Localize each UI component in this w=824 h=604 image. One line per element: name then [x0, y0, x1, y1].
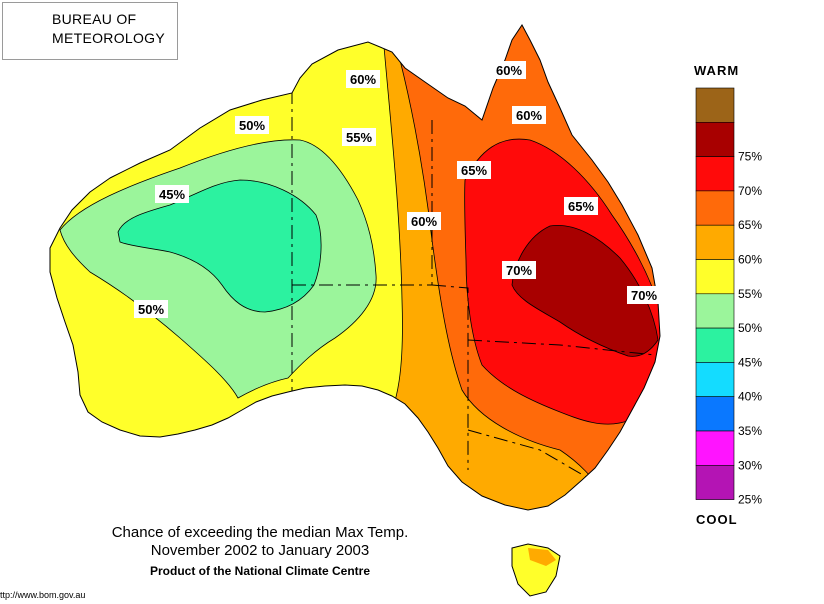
svg-text:50%: 50%: [138, 302, 164, 317]
legend-swatch: [695, 224, 735, 260]
legend-tick-label: 65%: [738, 218, 762, 232]
legend-tick-label: 35%: [738, 424, 762, 438]
legend-tick-label: 60%: [738, 253, 762, 267]
svg-text:65%: 65%: [568, 199, 594, 214]
legend-swatch: [695, 190, 735, 226]
contour-label-70b: 70%: [627, 286, 661, 304]
legend-tick-label: 75%: [738, 150, 762, 164]
contour-label-70a: 70%: [502, 261, 536, 279]
logo-box: [2, 2, 178, 60]
legend-swatch: [695, 122, 735, 157]
svg-text:45%: 45%: [159, 187, 185, 202]
svg-text:60%: 60%: [350, 72, 376, 87]
legend-swatch: [695, 396, 735, 432]
svg-text:60%: 60%: [516, 108, 542, 123]
contour-label-50a: 50%: [235, 116, 269, 134]
legend-tick-label: 30%: [738, 458, 762, 472]
legend-swatch: [695, 327, 735, 363]
contour-label-65b: 65%: [564, 197, 598, 215]
contour-label-group: 60% 60% 60% 50% 55% 65% 45% 65% 60% 70% …: [134, 61, 661, 318]
svg-text:60%: 60%: [411, 214, 437, 229]
legend-tick-label: 40%: [738, 390, 762, 404]
state-borders: [291, 90, 656, 486]
legend-tick-label: 25%: [738, 493, 762, 507]
legend-swatch: [695, 156, 735, 192]
logo-text: BUREAU OF METEOROLOGY: [52, 10, 165, 48]
legend-tick-label: 70%: [738, 184, 762, 198]
svg-text:65%: 65%: [461, 163, 487, 178]
source-url: ttp://www.bom.gov.au: [0, 590, 86, 600]
contour-label-60d: 60%: [407, 212, 441, 230]
caption-credit: Product of the National Climate Centre: [149, 564, 371, 578]
contour-lines: [59, 25, 660, 510]
legend-warm-label: WARM: [694, 63, 740, 78]
svg-text:55%: 55%: [346, 130, 372, 145]
legend-swatch: [695, 259, 735, 295]
legend-swatch: [695, 87, 735, 123]
legend-swatch: [695, 430, 735, 466]
legend-tick-label: 55%: [738, 287, 762, 301]
contour-label-65a: 65%: [457, 161, 491, 179]
svg-text:60%: 60%: [496, 63, 522, 78]
legend-cool-label: COOL: [696, 512, 738, 527]
contour-label-60a: 60%: [346, 70, 380, 88]
legend-swatch: [695, 362, 735, 397]
legend-swatch: [695, 464, 735, 500]
contour-label-60c: 60%: [512, 106, 546, 124]
svg-text:70%: 70%: [631, 288, 657, 303]
caption-period: November 2002 to January 2003: [150, 542, 370, 559]
caption-title: Chance of exceeding the median Max Temp.: [111, 524, 409, 541]
logo-line-1: BUREAU OF: [52, 11, 137, 27]
contour-label-55: 55%: [342, 128, 376, 146]
contour-label-60b: 60%: [492, 61, 526, 79]
logo-line-2: METEOROLOGY: [52, 30, 165, 46]
legend-tick-label: 50%: [738, 321, 762, 335]
legend-swatch: [695, 293, 735, 329]
legend-color-bar: 75% 70% 65% 60% 55% 50% 45% 40% 35% 30% 25%: [695, 87, 762, 507]
legend-tick-label: 45%: [738, 355, 762, 369]
svg-text:70%: 70%: [506, 263, 532, 278]
svg-text:50%: 50%: [239, 118, 265, 133]
contour-label-50b: 50%: [134, 300, 168, 318]
contour-label-45: 45%: [155, 185, 189, 203]
